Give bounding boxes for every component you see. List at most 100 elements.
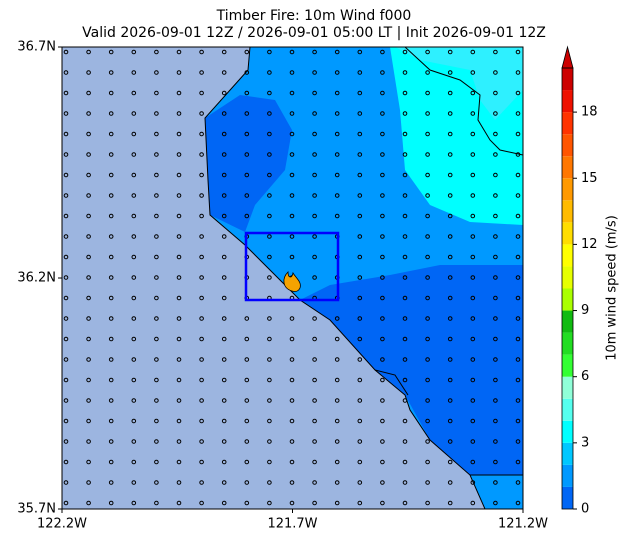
wind-calm	[357, 377, 363, 383]
wind-calm	[380, 70, 385, 75]
wind-calm	[131, 336, 137, 342]
wind-calm	[515, 172, 521, 178]
wind-calm	[312, 357, 317, 362]
wind-calm	[402, 357, 408, 362]
wind-calm	[380, 398, 385, 403]
wind-calm	[470, 500, 476, 506]
wind-calm	[86, 439, 91, 444]
wind-calm	[470, 418, 476, 424]
wind-calm	[334, 459, 340, 465]
wind-calm	[312, 336, 317, 342]
wind-calm	[447, 398, 453, 403]
wind-calm	[199, 459, 204, 465]
wind-calm	[357, 500, 363, 506]
wind-calm	[86, 377, 91, 383]
wind-calm	[425, 377, 430, 383]
wind-calm	[289, 90, 295, 96]
wind-calm	[334, 336, 340, 342]
wind-calm	[289, 377, 295, 383]
wind-calm	[289, 439, 295, 444]
wind-calm	[244, 500, 250, 506]
wind-calm	[289, 480, 295, 485]
wind-calm	[199, 500, 204, 506]
wind-calm	[154, 398, 159, 403]
wind-calm	[221, 357, 227, 362]
wind-calm	[334, 172, 340, 178]
wind-calm	[380, 193, 385, 198]
wind-calm	[493, 336, 498, 342]
wind-calm	[176, 439, 182, 444]
wind-calm	[493, 357, 498, 362]
wind-calm	[131, 418, 137, 424]
wind-calm	[425, 418, 430, 424]
wind-calm	[425, 275, 430, 280]
wind-calm	[86, 193, 91, 198]
wind-calm	[515, 398, 521, 403]
wind-calm	[357, 357, 363, 362]
wind-calm	[425, 500, 430, 506]
wind-calm	[199, 234, 204, 239]
wind-calm	[63, 439, 69, 444]
wind-calm	[154, 172, 159, 178]
wind-calm	[221, 234, 227, 239]
wind-calm	[199, 418, 204, 424]
wind-calm	[131, 213, 137, 219]
wind-calm	[221, 336, 227, 342]
wind-calm	[267, 70, 272, 75]
x-tick-label: 121.7W	[267, 517, 317, 532]
wind-calm	[176, 213, 182, 219]
colorbar-band	[562, 310, 573, 333]
wind-calm	[267, 193, 272, 198]
wind-calm	[244, 418, 250, 424]
wind-calm	[515, 295, 521, 301]
wind-calm	[357, 213, 363, 219]
wind-calm	[63, 357, 69, 362]
wind-calm	[515, 439, 521, 444]
wind-calm	[425, 254, 430, 260]
wind-calm	[244, 459, 250, 465]
wind-calm	[63, 480, 69, 485]
wind-calm	[267, 49, 272, 55]
wind-calm	[108, 398, 114, 403]
wind-calm	[447, 459, 453, 465]
wind-calm	[244, 336, 250, 342]
wind-calm	[63, 193, 69, 198]
wind-calm	[470, 234, 476, 239]
wind-calm	[425, 49, 430, 55]
wind-calm	[493, 70, 498, 75]
wind-calm	[493, 480, 498, 485]
wind-calm	[131, 234, 137, 239]
wind-calm	[312, 111, 317, 116]
wind-calm	[244, 357, 250, 362]
wind-calm	[108, 193, 114, 198]
wind-calm	[470, 357, 476, 362]
wind-calm	[493, 172, 498, 178]
wind-calm	[154, 70, 159, 75]
wind-calm	[176, 193, 182, 198]
wind-calm	[63, 398, 69, 403]
wind-calm	[380, 336, 385, 342]
wind-calm	[221, 377, 227, 383]
wind-calm	[357, 480, 363, 485]
wind-calm	[221, 275, 227, 280]
wind-calm	[447, 70, 453, 75]
wind-calm	[86, 418, 91, 424]
wind-calm	[154, 193, 159, 198]
wind-calm	[108, 172, 114, 178]
wind-calm	[447, 111, 453, 116]
wind-calm	[312, 70, 317, 75]
wind-calm	[334, 49, 340, 55]
wind-calm	[357, 131, 363, 137]
wind-calm	[86, 316, 91, 321]
wind-calm	[447, 500, 453, 506]
wind-calm	[402, 131, 408, 137]
wind-calm	[108, 90, 114, 96]
wind-calm	[357, 398, 363, 403]
wind-calm	[176, 357, 182, 362]
wind-calm	[447, 152, 453, 157]
wind-calm	[357, 254, 363, 260]
wind-calm	[199, 213, 204, 219]
colorbar-tick-label: 6	[581, 369, 589, 384]
wind-calm	[515, 480, 521, 485]
